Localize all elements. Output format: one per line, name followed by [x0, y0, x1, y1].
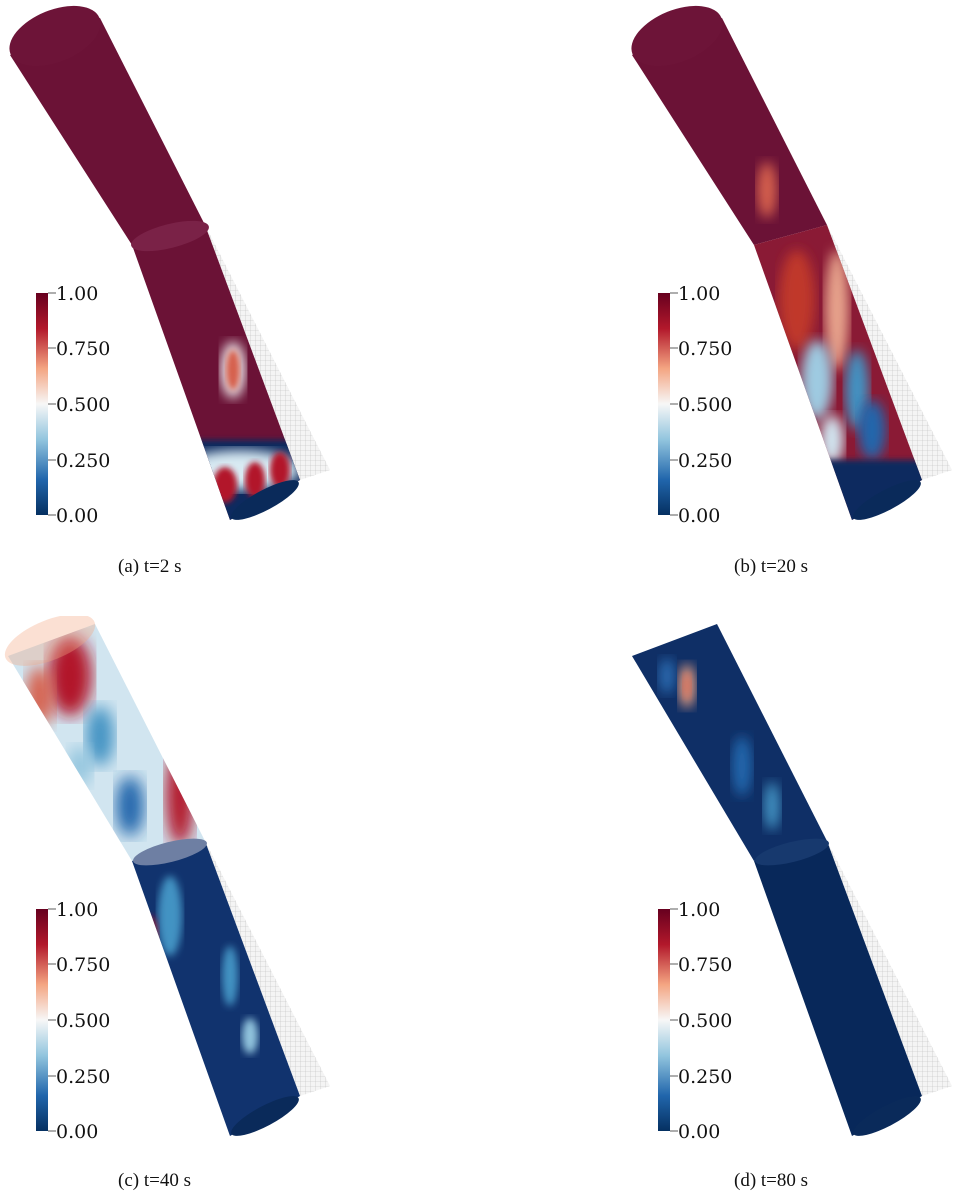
caption-d: (d) t=80 s	[734, 1170, 809, 1191]
colorbar-tick-label: 0.250	[56, 450, 110, 472]
colorbar-tick-label: 0.500	[678, 394, 732, 416]
caption-a: (a) t=2 s	[118, 556, 182, 577]
colorbar-tick-label: 0.750	[678, 954, 732, 976]
cylinder-top-cap	[4, 616, 96, 666]
cylinder-render-a: 1.00 0.750 0.500 0.250 0.00	[9, 5, 330, 527]
colorbar-tick-label: 0.750	[678, 338, 732, 360]
colorbar-tick-label: 0.250	[678, 1066, 732, 1088]
colorbar-ticks	[670, 292, 678, 516]
cylinder-bottom-cap	[231, 1096, 299, 1136]
cylinder-upper-body	[632, 624, 827, 861]
cut-ellipse	[131, 220, 209, 252]
cylinder-render-c: 1.00 0.750 0.500 0.250 0.00	[4, 616, 330, 1143]
colorbar-tick-label: 0.00	[56, 1121, 98, 1143]
cut-plane	[754, 841, 922, 1136]
colorbar-tick-label: 1.00	[56, 283, 98, 305]
colorbar-tick-label: 0.500	[56, 1010, 110, 1032]
cylinder-bottom-cap	[853, 480, 921, 520]
colorbar-tick-label: 1.00	[678, 283, 720, 305]
panel-a: 1.00 0.750 0.500 0.250 0.00	[0, 0, 340, 540]
plume	[757, 162, 777, 218]
colorbar-ticks	[48, 292, 56, 516]
colorbar-tick-label: 0.250	[56, 1066, 110, 1088]
colorbar-tick-label: 0.500	[678, 1010, 732, 1032]
colorbar-tick-label: 0.250	[678, 450, 732, 472]
caption-c: (c) t=40 s	[118, 1170, 191, 1191]
caption-b: (b) t=20 s	[734, 556, 809, 577]
colorbar	[658, 293, 670, 515]
cylinder-render-d: 1.00 0.750 0.500 0.250 0.00	[632, 624, 952, 1143]
colorbar	[658, 909, 670, 1131]
panel-c: 1.00 0.750 0.500 0.250 0.00	[0, 616, 340, 1156]
colorbar-tick-label: 1.00	[678, 899, 720, 921]
colorbar-ticks	[670, 908, 678, 1132]
panel-d: 1.00 0.750 0.500 0.250 0.00	[622, 616, 953, 1156]
colorbar-tick-label: 0.00	[678, 505, 720, 527]
field-pattern-d-upper	[659, 658, 780, 830]
colorbar-tick-label: 0.750	[56, 954, 110, 976]
cylinder-upper-body	[632, 18, 827, 245]
colorbar-tick-label: 0.00	[56, 505, 98, 527]
colorbar	[36, 909, 48, 1131]
colorbar-ticks	[48, 908, 56, 1132]
cylinder-top-cap	[631, 5, 723, 67]
cylinder-render-b: 1.00 0.750 0.500 0.250 0.00	[631, 5, 952, 527]
colorbar-tick-label: 1.00	[56, 899, 98, 921]
colorbar	[36, 293, 48, 515]
colorbar-tick-label: 0.00	[678, 1121, 720, 1143]
colorbar-tick-label: 0.750	[56, 338, 110, 360]
cylinder-bottom-cap	[231, 480, 299, 520]
panel-b: 1.00 0.750 0.500 0.250 0.00	[622, 0, 953, 540]
cylinder-upper-body	[10, 18, 205, 245]
colorbar-tick-label: 0.500	[56, 394, 110, 416]
cut-ellipse	[755, 838, 829, 866]
cut-ellipse	[133, 838, 207, 866]
cylinder-bottom-cap	[853, 1096, 921, 1136]
cylinder-top-cap	[9, 5, 101, 67]
